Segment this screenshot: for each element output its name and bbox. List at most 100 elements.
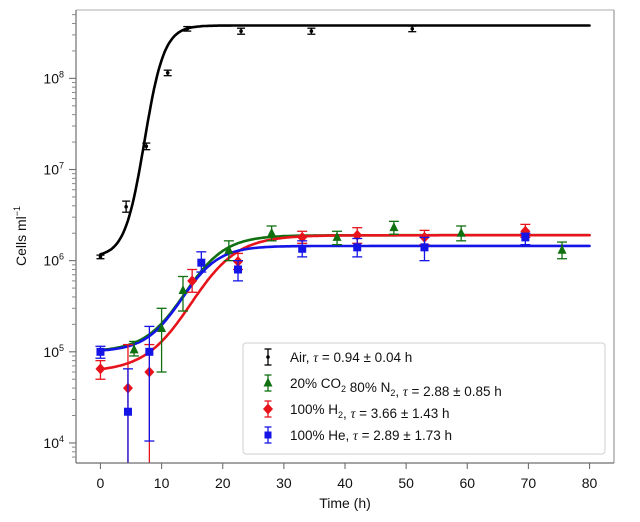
- marker-diamond: [297, 231, 308, 243]
- legend-label-subscript: 2: [338, 410, 343, 420]
- marker-diamond: [263, 403, 273, 415]
- marker-triangle: [389, 222, 399, 232]
- data-point: [156, 307, 167, 373]
- series-square: [95, 232, 531, 463]
- data-point: [129, 340, 140, 357]
- legend-box: [242, 342, 606, 455]
- fit-curve-dot: [99, 24, 591, 256]
- data-point: [233, 260, 244, 282]
- marker-diamond: [95, 363, 106, 375]
- marker-square: [123, 407, 132, 416]
- data-point: [297, 240, 308, 258]
- marker-square: [197, 258, 206, 267]
- legend-label: 100% He, τ = 2.89 ± 1.73 h: [290, 428, 452, 443]
- x-tick-label: 80: [582, 475, 598, 491]
- y-tick-exponent: 4: [59, 434, 64, 444]
- y-tick-base: 10: [43, 162, 59, 178]
- marker-dot: [98, 255, 103, 259]
- marker-triangle: [224, 244, 234, 254]
- x-axis-ticks: 0 10 20 30 40 50 60 70 80: [97, 463, 598, 491]
- marker-dot: [266, 355, 270, 359]
- data-point: [388, 220, 399, 235]
- marker-square: [521, 233, 530, 242]
- y-tick-label: 104: [43, 434, 64, 451]
- legend-label-tau: τ: [403, 384, 409, 399]
- marker-dot: [309, 29, 314, 33]
- marker-dot: [144, 144, 149, 149]
- y-tick-base: 10: [43, 253, 59, 269]
- x-tick-label: 50: [398, 475, 414, 491]
- x-axis-label: Time (h): [319, 495, 371, 511]
- data-point: [557, 241, 568, 260]
- x-tick-label: 30: [276, 475, 292, 491]
- y-tick-base: 10: [43, 344, 59, 360]
- y-tick-label: 108: [43, 69, 64, 86]
- y-tick-label: 106: [43, 252, 64, 269]
- marker-square: [145, 347, 154, 356]
- data-point: [95, 345, 106, 359]
- legend: Air, τ = 0.94 ± 0.04 h 20% CO2 80% N2, τ …: [242, 342, 606, 455]
- y-tick-label: 107: [43, 161, 64, 178]
- series-diamond: [95, 223, 531, 463]
- data-point: [223, 240, 234, 262]
- data-point: [122, 200, 131, 213]
- x-tick-label: 0: [97, 475, 105, 491]
- legend-label-text: 80% N: [346, 380, 390, 395]
- data-point: [332, 230, 343, 246]
- x-tick-label: 40: [337, 475, 353, 491]
- marker-triangle: [129, 344, 139, 354]
- legend-label-tau: τ: [353, 428, 359, 443]
- data-point: [196, 251, 207, 273]
- legend-label-text: 20% CO: [290, 376, 341, 391]
- legend-label-subscript: 2: [390, 388, 395, 398]
- marker-triangle: [267, 227, 277, 237]
- fit-curve-diamond: [99, 233, 591, 371]
- marker-dot: [239, 29, 243, 33]
- legend-label: Air, τ = 0.94 ± 0.04 h: [290, 350, 412, 365]
- marker-dot: [124, 204, 128, 209]
- marker-square: [353, 243, 362, 252]
- y-tick-exponent: 6: [59, 252, 64, 262]
- y-tick-base: 10: [43, 435, 59, 451]
- data-point: [122, 368, 133, 463]
- legend-item: 100% H2, τ = 3.66 ± 1.43 h: [263, 400, 450, 421]
- data-point: [307, 27, 316, 35]
- series-triangle: [129, 220, 568, 373]
- marker-dot: [410, 26, 415, 31]
- data-point: [187, 268, 198, 293]
- series-dot: [96, 25, 417, 260]
- marker-square: [420, 243, 429, 252]
- legend-label-text: Air,: [290, 350, 313, 365]
- marker-triangle: [557, 244, 567, 254]
- legend-label-tau: τ: [351, 406, 357, 421]
- legend-item: 100% He, τ = 2.89 ± 1.73 h: [264, 426, 452, 444]
- fit-curve-square: [99, 244, 591, 352]
- x-tick-label: 10: [154, 475, 170, 491]
- data-point: [142, 142, 151, 151]
- data-point: [95, 359, 106, 380]
- marker-triangle: [263, 377, 273, 387]
- data-point: [96, 254, 105, 260]
- data-point: [177, 275, 188, 312]
- y-tick-exponent: 5: [59, 343, 64, 353]
- marker-dot: [165, 71, 170, 75]
- x-tick-label: 70: [521, 475, 537, 491]
- legend-label-text: = 0.94 ± 0.04 h: [318, 350, 412, 365]
- marker-square: [234, 265, 243, 274]
- legend-label-tau: τ: [313, 350, 319, 365]
- y-tick-exponent: 7: [59, 161, 64, 171]
- legend-label-text: 100% H: [290, 402, 338, 417]
- marker-triangle: [178, 285, 188, 295]
- marker-diamond: [187, 275, 198, 287]
- y-axis-label: Cells ml−1: [12, 206, 29, 266]
- legend-label-text: ,: [395, 384, 403, 399]
- legend-label-subscript: 2: [341, 384, 346, 394]
- legend-items: Air, τ = 0.94 ± 0.04 h 20% CO2 80% N2, τ …: [263, 348, 502, 444]
- marker-triangle: [332, 231, 342, 241]
- data-point: [408, 25, 417, 33]
- y-axis-label-sup: −1: [12, 206, 22, 216]
- data-point: [266, 225, 277, 242]
- fit-curves: [99, 24, 591, 371]
- data-point: [456, 225, 467, 242]
